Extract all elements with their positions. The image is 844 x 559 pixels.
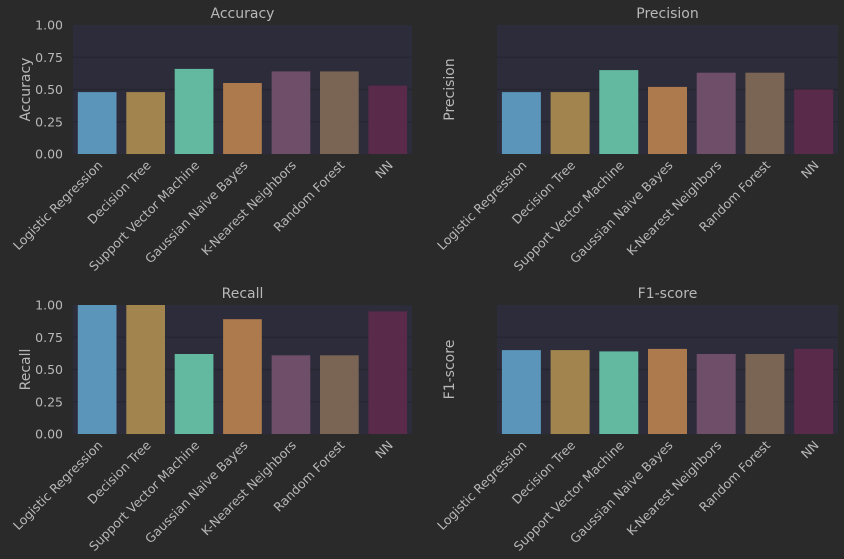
x-tick-label: K-Nearest Neighbors xyxy=(198,438,299,539)
bar-gaussian-naive-bayes xyxy=(223,83,262,154)
y-tick-label: 0.50 xyxy=(35,82,63,97)
bar-nn xyxy=(794,348,834,434)
bar-random-forest xyxy=(745,72,785,154)
chart-title: Precision xyxy=(636,6,698,22)
bar-gaussian-naive-bayes xyxy=(648,86,687,154)
bar-support-vector-machine xyxy=(599,351,639,434)
bar-support-vector-machine xyxy=(599,70,639,154)
bar-logistic-regression xyxy=(501,92,541,154)
y-tick-label: 0.75 xyxy=(35,50,63,65)
y-axis-label: Recall xyxy=(18,349,34,391)
y-tick-label: 1.00 xyxy=(35,18,63,33)
bar-k-nearest-neighbors xyxy=(696,354,736,434)
x-tick-label: NN xyxy=(372,438,396,462)
bar-random-forest xyxy=(320,355,359,434)
bar-gaussian-naive-bayes xyxy=(648,348,687,434)
x-tick-label: NN xyxy=(372,158,396,182)
bar-random-forest xyxy=(745,354,785,434)
bar-logistic-regression xyxy=(77,305,117,434)
y-tick-label: 1.00 xyxy=(35,298,63,313)
bar-logistic-regression xyxy=(501,350,541,434)
bar-nn xyxy=(368,85,408,154)
x-tick-label: NN xyxy=(798,158,822,182)
bar-decision-tree xyxy=(550,350,590,434)
x-tick-label: K-Nearest Neighbors xyxy=(623,158,724,259)
y-tick-label: 0.00 xyxy=(35,427,63,442)
bar-support-vector-machine xyxy=(174,68,214,154)
bar-k-nearest-neighbors xyxy=(271,355,311,434)
x-tick-label: Logistic Regression xyxy=(434,158,529,253)
bar-k-nearest-neighbors xyxy=(696,72,736,154)
y-tick-label: 0.00 xyxy=(35,147,63,162)
x-tick-label: Logistic Regression xyxy=(10,438,105,533)
bar-decision-tree xyxy=(126,305,165,434)
bar-gaussian-naive-bayes xyxy=(223,319,262,434)
x-tick-label: Logistic Regression xyxy=(434,438,529,533)
bar-random-forest xyxy=(320,71,359,154)
x-tick-label: NN xyxy=(798,438,822,462)
y-axis-label: F1-score xyxy=(442,340,458,400)
bar-k-nearest-neighbors xyxy=(271,71,311,154)
bar-logistic-regression xyxy=(77,92,117,154)
chart-title: Accuracy xyxy=(211,6,275,22)
y-tick-label: 0.25 xyxy=(35,114,63,129)
bar-support-vector-machine xyxy=(174,354,214,434)
y-axis-label: Precision xyxy=(442,58,458,120)
chart-title: Recall xyxy=(222,286,264,302)
bar-decision-tree xyxy=(550,92,590,154)
subplot-1: Accuracy Accuracy 0.00 0.25 0.50 0.75 1.00 Logi… xyxy=(10,6,412,274)
y-tick-label: 0.75 xyxy=(35,330,63,345)
subplot-3: Recall Recall 0.00 0.25 0.50 0.75 1.00 Logistic… xyxy=(10,286,412,554)
y-axis-label: Accuracy xyxy=(18,58,34,122)
x-tick-label: K-Nearest Neighbors xyxy=(623,438,724,539)
y-tick-label: 0.25 xyxy=(35,394,63,409)
x-tick-label: Logistic Regression xyxy=(10,158,105,253)
y-tick-label: 0.50 xyxy=(35,362,63,377)
x-tick-label: K-Nearest Neighbors xyxy=(198,158,299,259)
bar-nn xyxy=(368,311,408,434)
bar-decision-tree xyxy=(126,92,165,154)
bar-nn xyxy=(794,89,834,154)
chart-title: F1-score xyxy=(638,286,698,302)
